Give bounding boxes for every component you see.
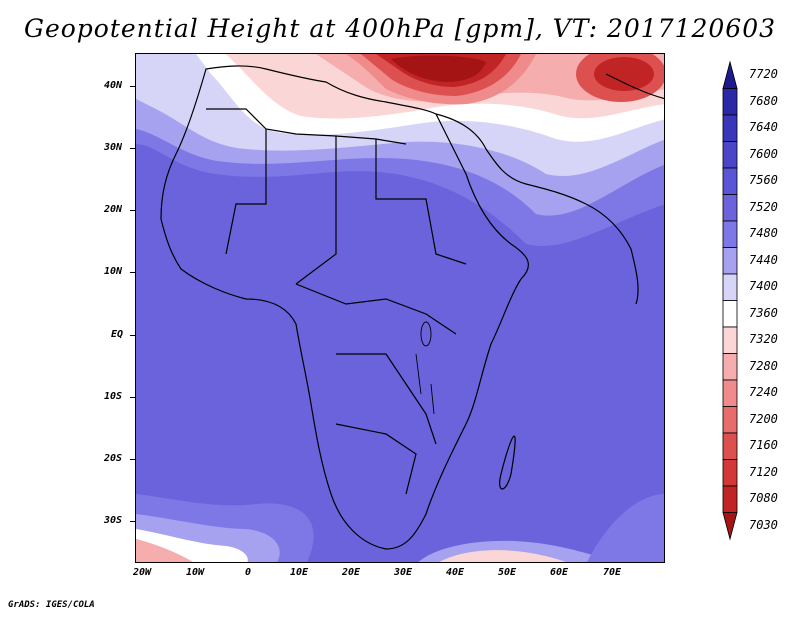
border-libya xyxy=(295,136,337,285)
colorbar-swatch xyxy=(722,432,738,460)
asia-coast xyxy=(605,73,664,100)
colorbar-label: 7480 xyxy=(749,226,778,241)
colorbar-swatch xyxy=(722,220,738,248)
colorbar-label: 7640 xyxy=(749,120,778,135)
lon-label-10w: 10W xyxy=(186,567,205,578)
colorbar-swatch xyxy=(722,114,738,142)
lon-label-0: 0 xyxy=(245,567,252,578)
colorbar-swatch xyxy=(722,406,738,434)
lon-label-60e: 60E xyxy=(550,567,569,578)
lat-tick xyxy=(130,148,135,149)
colorbar-label: 7320 xyxy=(749,332,778,347)
colorbar-swatch xyxy=(722,273,738,301)
field-south-east-pink xyxy=(439,550,566,562)
lon-label-30e: 30E xyxy=(394,567,413,578)
map-panel xyxy=(135,53,665,563)
colorbar-label: 7560 xyxy=(749,173,778,188)
lon-label-20e: 20E xyxy=(342,567,361,578)
field-blob-east-core xyxy=(594,57,654,91)
lon-label-20w: 20W xyxy=(133,567,152,578)
colorbar-label: 7720 xyxy=(749,67,778,82)
lat-label-30n: 30N xyxy=(104,142,123,153)
lake-tanganyika xyxy=(415,353,422,395)
colorbar-swatch xyxy=(722,88,738,116)
lat-label-40n: 40N xyxy=(104,80,123,91)
grads-credit: GrADS: IGES/COLA xyxy=(8,600,95,610)
colorbar-swatch xyxy=(722,247,738,275)
border-egypt-sudan xyxy=(375,139,467,265)
colorbar-swatch xyxy=(722,194,738,222)
lat-label-20s: 20S xyxy=(104,453,123,464)
chart-title: Geopotential Height at 400hPa [gpm], VT:… xyxy=(23,14,777,43)
coastlines xyxy=(160,65,664,550)
border-central xyxy=(336,353,437,445)
lake-malawi xyxy=(430,383,435,415)
colorbar-swatch xyxy=(722,353,738,381)
border-south xyxy=(335,423,417,495)
colorbar-label: 7680 xyxy=(749,93,778,108)
lat-tick xyxy=(130,397,135,398)
colorbar-swatch xyxy=(722,167,738,195)
colorbar-swatch xyxy=(722,300,738,328)
colorbar-svg xyxy=(722,60,738,541)
colorbar-swatch xyxy=(722,459,738,487)
border-west xyxy=(225,129,267,255)
africa-coast xyxy=(160,65,529,550)
lat-label-eq: EQ xyxy=(111,329,124,340)
field-south-east-mid xyxy=(587,494,664,562)
field-band-red4 xyxy=(391,55,486,82)
madagascar xyxy=(499,435,516,490)
lat-tick xyxy=(130,521,135,522)
colorbar-label: 7160 xyxy=(749,438,778,453)
colorbar-label: 7400 xyxy=(749,279,778,294)
colorbar-label: 7200 xyxy=(749,411,778,426)
lat-tick xyxy=(130,459,135,460)
lat-label-20n: 20N xyxy=(104,204,123,215)
colorbar-label: 7440 xyxy=(749,252,778,267)
colorbar-label: 7240 xyxy=(749,385,778,400)
lon-label-50e: 50E xyxy=(498,567,517,578)
colorbar-swatch xyxy=(722,60,738,89)
lat-tick xyxy=(130,335,135,336)
colorbar-label: 7280 xyxy=(749,358,778,373)
lat-label-30s: 30S xyxy=(104,515,123,526)
field-south-pink xyxy=(136,539,193,562)
colorbar-swatch xyxy=(722,512,738,541)
colorbar-label: 7360 xyxy=(749,305,778,320)
colorbar-label: 7030 xyxy=(749,517,778,532)
colorbar-label: 7120 xyxy=(749,464,778,479)
lon-label-70e: 70E xyxy=(603,567,622,578)
map-canvas xyxy=(136,54,664,562)
border-sahel xyxy=(295,283,457,335)
colorbar-label: 7520 xyxy=(749,199,778,214)
lat-tick xyxy=(130,86,135,87)
lat-tick xyxy=(130,210,135,211)
lon-label-40e: 40E xyxy=(446,567,465,578)
colorbar-label: 7600 xyxy=(749,146,778,161)
colorbar-swatch xyxy=(722,326,738,354)
colorbar-swatch xyxy=(722,379,738,407)
colorbar-label: 7080 xyxy=(749,491,778,506)
lat-label-10n: 10N xyxy=(104,266,123,277)
lon-label-10e: 10E xyxy=(290,567,309,578)
lakes xyxy=(415,321,435,415)
arabia-coast xyxy=(435,113,639,305)
lake-victoria xyxy=(420,321,432,347)
lat-label-10s: 10S xyxy=(104,391,123,402)
colorbar-swatch xyxy=(722,485,738,513)
lat-tick xyxy=(130,272,135,273)
colorbar-swatch xyxy=(722,141,738,169)
